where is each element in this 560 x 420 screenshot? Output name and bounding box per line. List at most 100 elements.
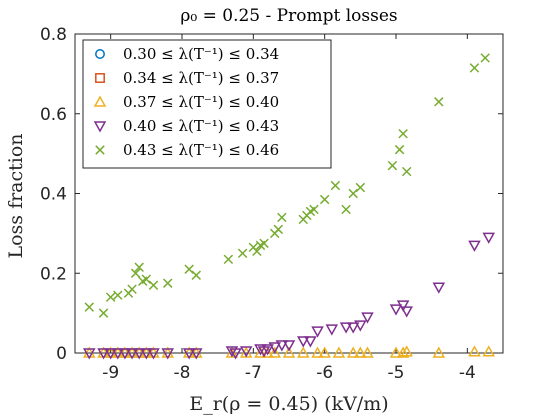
x-tick-label: -9 <box>102 363 119 383</box>
data-point <box>400 345 413 357</box>
data-point <box>82 348 96 360</box>
data-point <box>273 224 284 235</box>
data-point <box>332 346 346 358</box>
data-point <box>161 348 175 360</box>
data-point <box>311 326 324 338</box>
data-point <box>400 306 413 318</box>
data-point <box>482 232 496 244</box>
data-point <box>261 344 274 356</box>
data-point <box>182 348 196 360</box>
data-point <box>361 346 374 358</box>
data-point <box>318 346 331 358</box>
data-point <box>252 246 262 257</box>
data-point <box>394 144 405 155</box>
data-point <box>140 348 153 360</box>
legend-marker <box>95 145 105 155</box>
legend-label: 0.30 ≤ λ(T⁻¹) ≤ 0.34 <box>123 45 279 63</box>
data-point <box>325 324 339 336</box>
data-point <box>225 346 239 358</box>
data-point <box>396 300 410 312</box>
data-point <box>330 180 341 191</box>
x-tick-label: -8 <box>174 363 191 383</box>
y-tick-label: 0.4 <box>40 185 67 205</box>
legend-marker <box>95 49 105 59</box>
data-point <box>130 268 141 278</box>
data-point <box>118 348 132 360</box>
data-point <box>277 212 287 223</box>
data-point <box>268 346 282 358</box>
chart-title: ρ₀ = 0.25 - Prompt losses <box>180 6 397 26</box>
data-point <box>432 282 446 294</box>
data-point <box>132 348 146 360</box>
data-point <box>354 320 367 332</box>
data-point <box>239 346 253 358</box>
data-point <box>339 322 353 334</box>
data-point <box>432 346 446 358</box>
legend-marker <box>93 95 107 107</box>
data-point <box>389 346 403 358</box>
y-tick-label: 0.8 <box>40 25 67 45</box>
data-point <box>98 308 109 318</box>
data-point <box>261 346 274 358</box>
legend-item: 0.43 ≤ λ(T⁻¹) ≤ 0.46 <box>95 141 279 159</box>
legend-box <box>82 39 332 169</box>
data-point <box>97 348 110 360</box>
data-point <box>346 322 360 334</box>
data-point <box>223 254 234 265</box>
y-tick-label: 0.2 <box>40 264 67 284</box>
data-point <box>401 166 412 177</box>
data-point <box>311 346 324 358</box>
data-point <box>282 340 296 352</box>
data-point <box>125 348 139 360</box>
data-point <box>105 292 116 302</box>
y-tick-label: 0.6 <box>40 105 67 125</box>
legend-item: 0.37 ≤ λ(T⁻¹) ≤ 0.40 <box>93 93 279 111</box>
data-point <box>184 264 194 274</box>
legend-label: 0.40 ≤ λ(T⁻¹) ≤ 0.43 <box>123 117 279 135</box>
legend-marker <box>95 73 105 83</box>
x-tick-label: -7 <box>245 363 262 383</box>
data-point <box>296 336 310 348</box>
legend-item: 0.40 ≤ λ(T⁻¹) ≤ 0.43 <box>93 117 279 135</box>
data-point <box>354 346 367 358</box>
series-4 <box>82 232 496 360</box>
data-point <box>254 346 267 358</box>
data-point <box>111 348 125 360</box>
legend-item: 0.34 ≤ λ(T⁻¹) ≤ 0.37 <box>95 69 279 87</box>
data-point <box>296 346 310 358</box>
data-point <box>237 248 248 259</box>
data-point <box>254 344 267 356</box>
y-tick-label: 0 <box>56 344 67 364</box>
data-point <box>189 348 203 360</box>
data-point <box>304 336 317 348</box>
data-point <box>387 160 398 171</box>
data-point <box>127 284 137 294</box>
data-point <box>148 280 159 290</box>
legend-label: 0.43 ≤ λ(T⁻¹) ≤ 0.46 <box>123 141 279 159</box>
data-point <box>104 348 117 360</box>
data-point <box>163 278 173 288</box>
data-point <box>348 188 358 199</box>
data-point <box>84 302 94 312</box>
legend-label: 0.37 ≤ λ(T⁻¹) ≤ 0.40 <box>123 93 279 111</box>
data-point <box>346 346 360 358</box>
data-point <box>268 342 282 354</box>
data-point <box>134 262 144 272</box>
series-5 <box>84 53 490 318</box>
data-point <box>389 304 403 316</box>
data-point <box>141 274 152 284</box>
x-axis-title: E_r(ρ = 0.45) (kV/m) <box>189 393 388 415</box>
x-tick-label: -6 <box>316 363 333 383</box>
data-point <box>469 63 480 73</box>
data-point <box>191 270 201 280</box>
data-point <box>341 204 351 215</box>
legend-marker <box>93 121 107 133</box>
data-point <box>482 345 496 357</box>
data-point <box>355 182 366 193</box>
data-point <box>468 345 481 357</box>
data-point <box>396 346 410 358</box>
legend-label: 0.34 ≤ λ(T⁻¹) ≤ 0.37 <box>123 69 279 87</box>
data-point <box>259 238 269 249</box>
data-point <box>282 346 296 358</box>
